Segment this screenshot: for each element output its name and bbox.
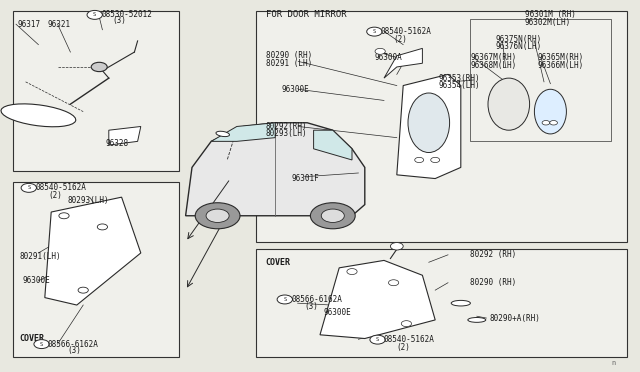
Text: 08566-6162A: 08566-6162A bbox=[48, 340, 99, 349]
Text: 96302M(LH): 96302M(LH) bbox=[525, 18, 571, 27]
Text: (2): (2) bbox=[394, 35, 408, 44]
Text: 96301M (RH): 96301M (RH) bbox=[525, 10, 575, 19]
Text: S: S bbox=[27, 185, 31, 190]
Circle shape bbox=[431, 157, 440, 163]
Text: 96365M(RH): 96365M(RH) bbox=[538, 53, 584, 62]
Ellipse shape bbox=[1, 104, 76, 127]
Text: 08540-5162A: 08540-5162A bbox=[35, 183, 86, 192]
Text: 08566-6162A: 08566-6162A bbox=[291, 295, 342, 304]
Text: (2): (2) bbox=[397, 343, 411, 352]
Circle shape bbox=[388, 280, 399, 286]
Text: 96368M(LH): 96368M(LH) bbox=[470, 61, 516, 70]
Text: 96354(LH): 96354(LH) bbox=[438, 81, 480, 90]
Circle shape bbox=[401, 321, 412, 327]
Polygon shape bbox=[384, 48, 422, 78]
Ellipse shape bbox=[216, 131, 230, 137]
Circle shape bbox=[367, 27, 382, 36]
Text: 80291(LH): 80291(LH) bbox=[19, 252, 61, 261]
Text: 80293(LH): 80293(LH) bbox=[266, 129, 307, 138]
Circle shape bbox=[347, 269, 357, 275]
Circle shape bbox=[195, 203, 240, 229]
Text: 96300E: 96300E bbox=[282, 85, 309, 94]
Polygon shape bbox=[397, 74, 461, 179]
Polygon shape bbox=[314, 130, 352, 160]
Text: 08540-5162A: 08540-5162A bbox=[384, 335, 435, 344]
Circle shape bbox=[277, 295, 292, 304]
Polygon shape bbox=[45, 197, 141, 305]
Ellipse shape bbox=[468, 318, 486, 322]
Circle shape bbox=[390, 243, 403, 250]
Text: 96328: 96328 bbox=[106, 139, 129, 148]
Circle shape bbox=[59, 213, 69, 219]
Text: 96300E: 96300E bbox=[22, 276, 50, 285]
Text: COVER: COVER bbox=[19, 334, 44, 343]
Circle shape bbox=[310, 203, 355, 229]
Text: S: S bbox=[376, 337, 380, 342]
Circle shape bbox=[415, 157, 424, 163]
Text: (3): (3) bbox=[112, 16, 126, 25]
Circle shape bbox=[34, 340, 49, 349]
Text: S: S bbox=[372, 29, 376, 34]
Text: 96300A: 96300A bbox=[374, 53, 402, 62]
Bar bbox=[256, 249, 627, 357]
Circle shape bbox=[21, 183, 36, 192]
Text: 96376N(LH): 96376N(LH) bbox=[496, 42, 542, 51]
Circle shape bbox=[542, 121, 550, 125]
Text: 80293(LH): 80293(LH) bbox=[67, 196, 109, 205]
Ellipse shape bbox=[92, 62, 108, 71]
Text: 80290 (RH): 80290 (RH) bbox=[266, 51, 312, 60]
Text: 08540-5162A: 08540-5162A bbox=[381, 27, 431, 36]
Text: S: S bbox=[283, 297, 287, 302]
Text: 80292(RH): 80292(RH) bbox=[266, 122, 307, 131]
Text: (3): (3) bbox=[304, 302, 318, 311]
Text: 96301F: 96301F bbox=[291, 174, 319, 183]
Ellipse shape bbox=[408, 93, 450, 153]
Text: 80290+A(RH): 80290+A(RH) bbox=[490, 314, 540, 323]
Circle shape bbox=[375, 48, 385, 54]
Text: 96353(RH): 96353(RH) bbox=[438, 74, 480, 83]
Bar bbox=[13, 182, 179, 357]
Text: 96317: 96317 bbox=[18, 20, 41, 29]
Polygon shape bbox=[211, 123, 275, 141]
Bar bbox=[256, 11, 627, 242]
Text: S: S bbox=[40, 341, 44, 347]
Polygon shape bbox=[186, 123, 365, 216]
Circle shape bbox=[550, 121, 557, 125]
Circle shape bbox=[206, 209, 229, 222]
Polygon shape bbox=[109, 126, 141, 145]
Text: (3): (3) bbox=[67, 346, 81, 355]
Text: 08530-52012: 08530-52012 bbox=[101, 10, 152, 19]
Text: 96367M(RH): 96367M(RH) bbox=[470, 53, 516, 62]
Text: COVER: COVER bbox=[266, 258, 291, 267]
Text: 96366M(LH): 96366M(LH) bbox=[538, 61, 584, 70]
Circle shape bbox=[97, 224, 108, 230]
Text: 80292 (RH): 80292 (RH) bbox=[470, 250, 516, 259]
Circle shape bbox=[78, 287, 88, 293]
Text: 96375N(RH): 96375N(RH) bbox=[496, 35, 542, 44]
Ellipse shape bbox=[451, 301, 470, 306]
Text: 96300E: 96300E bbox=[323, 308, 351, 317]
Ellipse shape bbox=[488, 78, 530, 130]
Text: 80291 (LH): 80291 (LH) bbox=[266, 59, 312, 68]
Circle shape bbox=[87, 10, 102, 19]
Polygon shape bbox=[320, 260, 435, 339]
Text: 80290 (RH): 80290 (RH) bbox=[470, 278, 516, 287]
Circle shape bbox=[321, 209, 344, 222]
Text: (2): (2) bbox=[48, 191, 62, 200]
Text: S: S bbox=[93, 12, 97, 17]
Circle shape bbox=[370, 335, 385, 344]
Bar bbox=[470, 19, 611, 141]
Ellipse shape bbox=[534, 89, 566, 134]
Text: n: n bbox=[611, 360, 616, 366]
Text: 96321: 96321 bbox=[48, 20, 71, 29]
Bar bbox=[13, 11, 179, 171]
Text: FOR DOOR MIRROR: FOR DOOR MIRROR bbox=[266, 10, 346, 19]
